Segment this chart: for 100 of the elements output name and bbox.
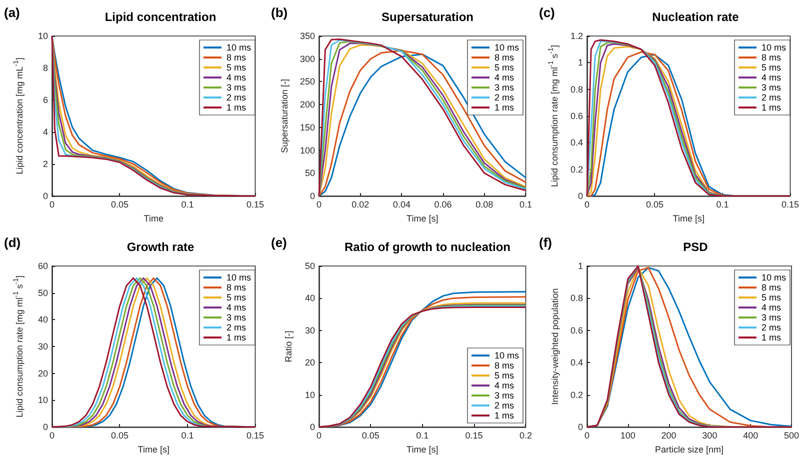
x-tick-label: 500 <box>784 430 800 440</box>
x-tick-label: 0.1 <box>519 200 532 210</box>
y-tick-label: 60 <box>38 261 48 271</box>
x-tick-label: 0.15 <box>246 430 264 440</box>
legend-label: 1 ms <box>494 102 514 112</box>
legend-label: 3 ms <box>494 390 514 400</box>
x-axis-title: Time [s] <box>138 444 170 454</box>
y-tick-label: 1.2 <box>570 31 583 41</box>
y-tick-label: 0.8 <box>570 293 583 304</box>
y-tick-label: 250 <box>300 76 315 87</box>
y-tick-label: 20 <box>38 368 48 378</box>
y-axis-title: Intensity-weighted population <box>550 288 560 405</box>
x-axis-title: Time [s] <box>406 214 438 224</box>
x-tick-label: 0.2 <box>519 430 532 440</box>
legend-label: 1 ms <box>226 102 246 112</box>
legend-label: 5 ms <box>226 292 246 302</box>
y-tick-label: 0.4 <box>570 358 583 368</box>
legend-label: 2 ms <box>226 322 246 332</box>
x-tick-label: 0.02 <box>352 200 370 210</box>
y-tick-label: 0 <box>310 422 315 432</box>
y-tick-label: 0.4 <box>570 138 583 148</box>
x-tick-label: 0 <box>316 200 322 210</box>
y-tick-label: 8 <box>42 63 48 73</box>
y-tick-label: 0.2 <box>570 164 583 174</box>
text: (f) <box>539 235 552 250</box>
legend-label: 3 ms <box>494 82 514 92</box>
y-tick-label: 30 <box>38 342 48 352</box>
x-tick-label: 0.1 <box>181 430 194 440</box>
chart-title: Supersaturation <box>381 10 474 24</box>
y-tick-label: 0.8 <box>570 84 583 94</box>
y-tick-label: 200 <box>300 100 315 110</box>
legend-label: 5 ms <box>494 62 514 72</box>
x-tick-label: 200 <box>661 430 676 440</box>
legend-label: 1 ms <box>761 102 782 112</box>
y-tick-label: 10 <box>38 31 48 41</box>
legend-label: 10 ms <box>494 42 520 52</box>
legend-label: 4 ms <box>761 72 782 82</box>
legend-label: 1 ms <box>494 410 514 420</box>
legend-label: 4 ms <box>494 380 514 390</box>
x-tick-label: 0.05 <box>110 200 129 210</box>
x-tick-label: 0 <box>49 430 55 440</box>
legend-label: 4 ms <box>226 72 246 82</box>
x-tick-label: 100 <box>620 430 636 440</box>
chart-title: Nucleation rate <box>652 10 740 24</box>
x-tick-label: 0.05 <box>110 430 129 440</box>
legend-label: 5 ms <box>761 62 782 72</box>
y-tick-label: 20 <box>304 358 315 368</box>
legend-label: 5 ms <box>494 370 514 380</box>
y-tick-label: 40 <box>38 314 48 325</box>
x-tick-label: 0 <box>584 200 590 210</box>
y-axis-title: Supersaturation [-] <box>280 78 290 154</box>
text: (c) <box>539 5 555 20</box>
y-tick-label: 0 <box>42 191 48 201</box>
y-tick-label: 1 <box>578 58 583 68</box>
legend-label: 8 ms <box>494 52 514 62</box>
y-tick-label: 40 <box>304 293 315 304</box>
legend-label: 8 ms <box>494 360 514 370</box>
y-tick-label: 350 <box>300 31 315 41</box>
legend-label: 2 ms <box>494 92 514 102</box>
chart-title: Growth rate <box>126 240 194 254</box>
y-tick-label: 50 <box>304 168 315 178</box>
x-tick-label: 0.08 <box>476 200 494 210</box>
y-tick-label: 0 <box>42 422 48 432</box>
x-tick-label: 0.1 <box>181 200 194 210</box>
x-tick-label: 0 <box>316 430 322 440</box>
y-tick-label: 30 <box>304 325 315 336</box>
legend-label: 3 ms <box>226 82 246 92</box>
text: (b) <box>271 5 288 20</box>
chart-title: PSD <box>683 240 708 254</box>
x-tick-label: 0.15 <box>246 200 264 210</box>
y-tick-label: 0 <box>578 422 583 432</box>
x-tick-label: 0.06 <box>434 200 452 210</box>
y-tick-label: 50 <box>38 288 48 298</box>
y-tick-label: 6 <box>42 95 48 105</box>
y-tick-label: 10 <box>38 395 48 406</box>
y-tick-label: 0.6 <box>570 111 583 121</box>
legend-label: 8 ms <box>761 52 782 62</box>
x-tick-label: 0.05 <box>646 200 664 210</box>
chart-title: Lipid concentration <box>104 10 216 24</box>
y-tick-label: 50 <box>304 261 315 271</box>
x-tick-label: 0.15 <box>781 200 800 210</box>
y-tick-label: 1 <box>578 261 583 271</box>
y-tick-label: 150 <box>300 122 315 132</box>
text: (a) <box>4 5 20 20</box>
legend-label: 10 ms <box>226 272 252 282</box>
x-tick-label: 0 <box>584 430 590 440</box>
text: (d) <box>4 235 21 250</box>
legend-label: 8 ms <box>761 282 782 292</box>
y-tick-label: 300 <box>300 54 315 64</box>
legend-label: 1 ms <box>761 332 782 342</box>
legend-label: 10 ms <box>761 272 786 282</box>
legend-label: 5 ms <box>226 62 246 72</box>
legend-label: 2 ms <box>761 92 782 102</box>
x-tick-label: 0.15 <box>465 430 483 440</box>
x-tick-label: 0.04 <box>392 200 410 210</box>
legend-label: 5 ms <box>761 292 782 302</box>
x-axis-title: Particle size [nm] <box>654 444 724 454</box>
legend-label: 2 ms <box>226 92 246 102</box>
legend-label: 10 ms <box>226 42 252 52</box>
x-tick-label: 0.1 <box>716 200 729 210</box>
